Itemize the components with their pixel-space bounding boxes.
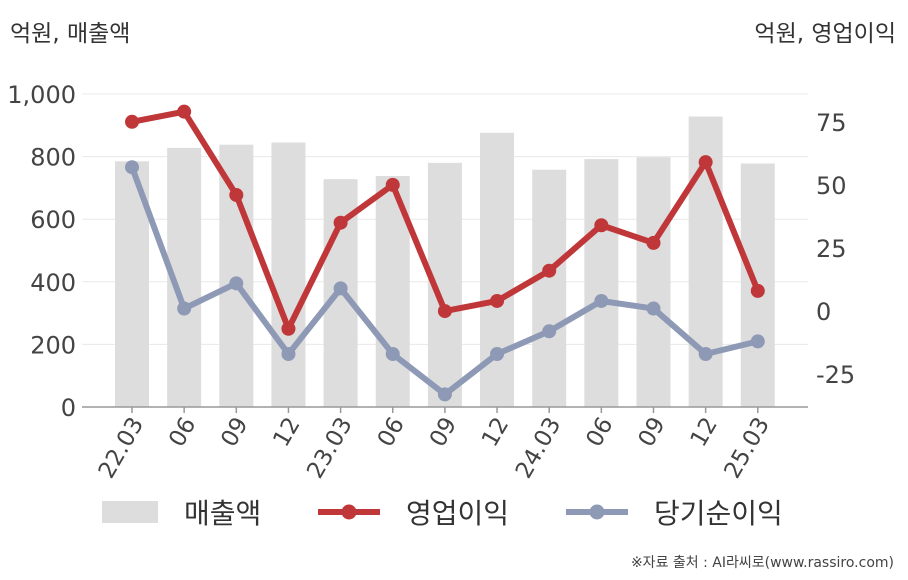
revenue-bar — [636, 157, 671, 407]
legend-item-net-income: 당기순이익 — [566, 492, 783, 532]
left-tick-label: 200 — [30, 331, 76, 359]
x-tick-label: 09 — [634, 413, 671, 451]
legend-label-revenue: 매출액 — [184, 497, 262, 530]
right-axis-unit-label: 억원, 영업이익 — [754, 21, 896, 47]
operating-profit-point — [542, 263, 557, 278]
net-income-point — [177, 301, 192, 316]
x-tick-label: 12 — [686, 413, 723, 451]
axes — [82, 406, 808, 413]
x-tick-label: 09 — [216, 413, 253, 451]
operating-profit-point — [594, 218, 609, 233]
right-tick-label: 75 — [816, 109, 847, 137]
legend-label-net-income: 당기순이익 — [654, 497, 783, 530]
x-tick-label: 23.03 — [302, 413, 357, 480]
net-income-point — [542, 324, 557, 339]
operating-profit-point — [646, 235, 661, 250]
net-income-point — [333, 281, 348, 296]
operating-profit-point — [698, 155, 713, 170]
right-tick-label: -25 — [816, 361, 855, 389]
left-axis-unit-label: 억원, 매출액 — [10, 21, 131, 47]
operating-profit-point — [229, 187, 244, 202]
left-tick-label: 0 — [61, 394, 76, 422]
net-income-point — [281, 346, 296, 361]
operating-profit-point — [437, 304, 452, 319]
x-tick-label: 25.03 — [720, 413, 775, 480]
x-tick-label: 22.03 — [94, 413, 149, 480]
left-tick-label: 1,000 — [7, 81, 76, 109]
net-income-point — [594, 293, 609, 308]
operating-profit-point — [177, 104, 192, 119]
operating-profit-point — [333, 215, 348, 230]
x-tick-label: 06 — [373, 413, 410, 451]
net-income-point — [229, 276, 244, 291]
x-tick-label: 06 — [164, 413, 201, 451]
revenue-bar — [584, 159, 619, 407]
operating-profit-point — [281, 321, 296, 336]
net-income-point — [385, 346, 400, 361]
operating-profit-point — [385, 177, 400, 192]
legend-item-revenue: 매출액 — [102, 492, 261, 532]
net-income-point — [490, 346, 505, 361]
x-tick-label: 24.03 — [511, 413, 566, 480]
revenue-bar — [219, 144, 254, 407]
net-income-point — [646, 301, 661, 316]
series-lines — [125, 104, 765, 402]
right-tick-label: 0 — [816, 298, 831, 326]
x-tick-label: 09 — [425, 413, 462, 451]
legend-swatch-operating-profit — [318, 504, 380, 520]
right-tick-label: 25 — [816, 235, 847, 263]
net-income-point — [125, 160, 139, 175]
legend-label-operating-profit: 영업이익 — [406, 497, 510, 530]
x-tick-label: 12 — [268, 413, 305, 451]
revenue-bar — [271, 142, 306, 407]
operating-profit-point — [125, 114, 139, 129]
operating-profit-point — [750, 283, 765, 298]
net-income-point — [750, 334, 765, 349]
left-tick-label: 400 — [30, 269, 76, 297]
x-tick-label: 12 — [477, 413, 514, 451]
left-tick-label: 800 — [30, 144, 76, 172]
legend-swatch-net-income — [566, 504, 628, 520]
x-tick-label: 06 — [581, 413, 618, 451]
left-tick-label: 600 — [30, 206, 76, 234]
legend-swatch-revenue — [102, 501, 158, 523]
legend-item-operating-profit: 영업이익 — [318, 492, 509, 532]
operating-profit-point — [490, 293, 505, 308]
source-note: ※자료 출처 : AI라씨로(www.rassiro.com) — [630, 555, 894, 571]
right-tick-label: 50 — [816, 172, 847, 200]
net-income-point — [698, 346, 713, 361]
revenue-bar — [532, 169, 567, 407]
net-income-point — [437, 387, 452, 402]
